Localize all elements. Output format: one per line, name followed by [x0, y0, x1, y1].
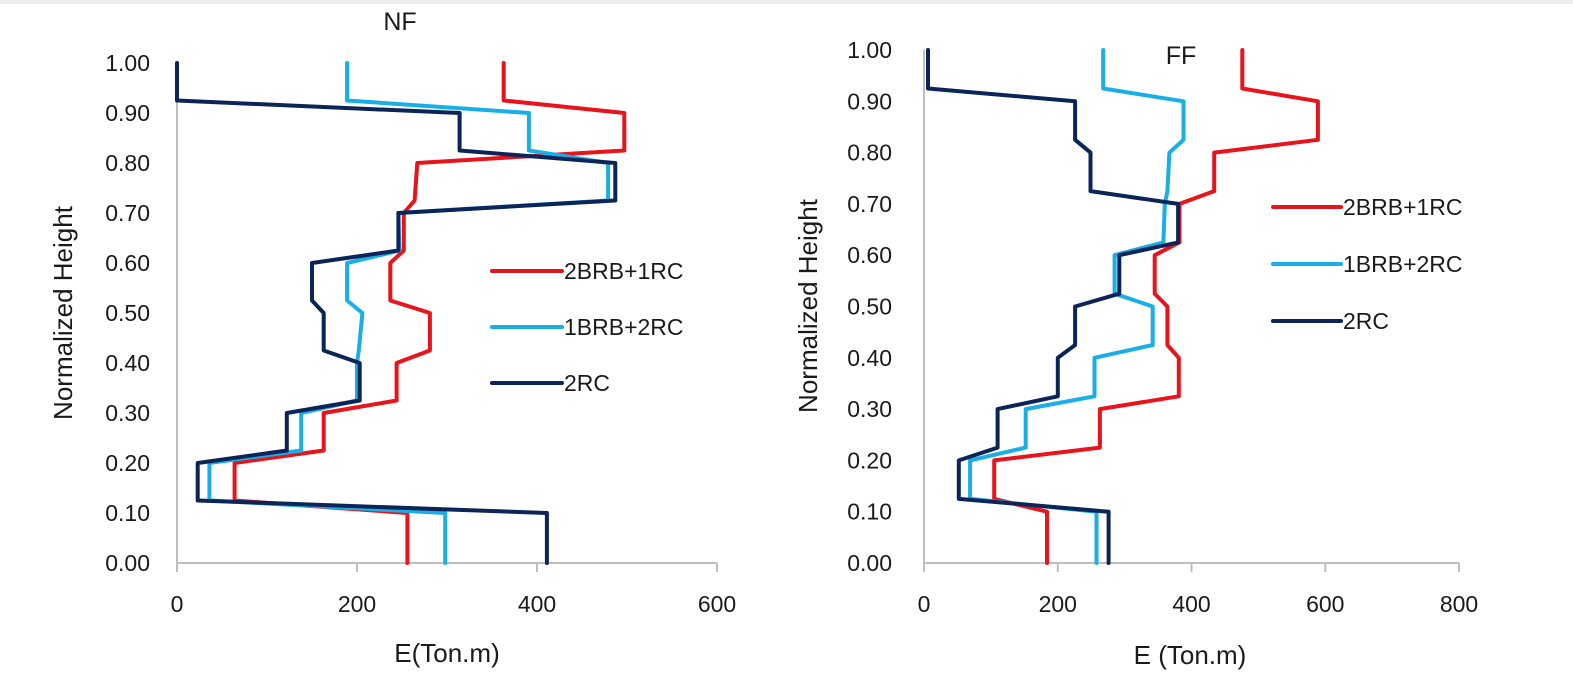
nf-x-tick-label: 600 — [698, 591, 736, 617]
ff-series — [926, 48, 1320, 565]
nf-legend: 2BRB+1RC 1BRB+2RC 2RC — [490, 258, 684, 396]
ff-y-tick-label: 0.00 — [847, 550, 892, 576]
nf-y-tick-label: 0.70 — [105, 200, 150, 226]
ff-y-axis-label: Normalized Height — [793, 198, 823, 413]
ff-y-tick-label: 0.20 — [847, 447, 892, 473]
nf-series-line-1brb-2rc — [207, 61, 611, 565]
nf-x-ticks: 0 200 400 600 — [171, 591, 737, 617]
nf-y-tick-label: 0.60 — [105, 250, 150, 276]
ff-y-tick-label: 0.40 — [847, 345, 892, 371]
ff-x-axis-label: E (Ton.m) — [1134, 640, 1247, 670]
ff-y-tick-label: 0.60 — [847, 242, 892, 268]
ff-axes — [923, 50, 1460, 572]
nf-chart: NF Normalized Height E(Ton.m) 0.000.100.… — [48, 8, 736, 668]
ff-y-tick-label: 1.00 — [847, 37, 892, 63]
nf-series-line-2brb-1rc — [232, 61, 627, 565]
nf-y-ticks: 0.00 0.10 0.20 0.30 0.40 0.50 0.60 0.70 0.80 0.90… — [105, 50, 150, 576]
nf-y-tick-label: 0.20 — [105, 450, 150, 476]
nf-x-tick-label: 200 — [338, 591, 376, 617]
ff-chart-title: FF — [1166, 42, 1197, 70]
ff-y-tick-label: 0.70 — [847, 191, 892, 217]
ff-x-ticks: 0 200 400 600 800 — [918, 591, 1479, 617]
ff-y-tick-label: 0.90 — [847, 88, 892, 114]
nf-y-tick-label: 0.50 — [105, 300, 150, 326]
ff-legend-label-2rc: 2RC — [1343, 308, 1389, 334]
ff-series-line-1brb-2rc — [968, 48, 1186, 565]
nf-y-tick-label: 0.90 — [105, 100, 150, 126]
ff-y-tick-label: 0.80 — [847, 140, 892, 166]
ff-legend: 2BRB+1RC 1BRB+2RC 2RC — [1271, 194, 1463, 334]
nf-legend-label-2brb-1rc: 2BRB+1RC — [564, 258, 684, 284]
nf-legend-label-1brb-2rc: 1BRB+2RC — [564, 314, 684, 340]
nf-legend-label-2rc: 2RC — [564, 370, 610, 396]
nf-y-tick-label: 0.10 — [105, 500, 150, 526]
nf-x-tick-label: 0 — [171, 591, 184, 617]
ff-chart: FF Normalized Height E (Ton.m) 0.000.100… — [793, 37, 1478, 670]
nf-y-axis-label: Normalized Height — [48, 205, 78, 420]
nf-y-tick-label: 0.80 — [105, 150, 150, 176]
ff-y-tick-label: 0.30 — [847, 396, 892, 422]
nf-y-tick-label: 0.30 — [105, 400, 150, 426]
ff-y-tick-label: 0.10 — [847, 499, 892, 525]
ff-legend-label-1brb-2rc: 1BRB+2RC — [1343, 251, 1463, 277]
ff-y-tick-label: 0.50 — [847, 294, 892, 320]
ff-x-tick-label: 600 — [1306, 591, 1344, 617]
ff-x-tick-label: 400 — [1172, 591, 1210, 617]
nf-series — [175, 61, 627, 565]
ff-legend-label-2brb-1rc: 2BRB+1RC — [1343, 194, 1463, 220]
nf-y-tick-label: 0.00 — [105, 550, 150, 576]
nf-x-tick-label: 400 — [518, 591, 556, 617]
nf-x-axis-label: E(Ton.m) — [394, 638, 499, 668]
ff-series-line-2brb-1rc — [992, 48, 1320, 565]
ff-series-line-2rc — [926, 48, 1181, 565]
nf-y-tick-label: 1.00 — [105, 50, 150, 76]
top-border — [0, 0, 1573, 4]
nf-series-line-2rc — [175, 61, 618, 565]
ff-x-tick-label: 0 — [918, 591, 931, 617]
ff-y-ticks: 0.00 0.10 0.20 0.30 0.40 0.50 0.60 0.70 0.80 0.90… — [847, 37, 892, 576]
ff-x-tick-label: 200 — [1039, 591, 1077, 617]
ff-x-tick-label: 800 — [1440, 591, 1478, 617]
nf-y-tick-label: 0.40 — [105, 350, 150, 376]
nf-chart-title: NF — [383, 8, 416, 36]
